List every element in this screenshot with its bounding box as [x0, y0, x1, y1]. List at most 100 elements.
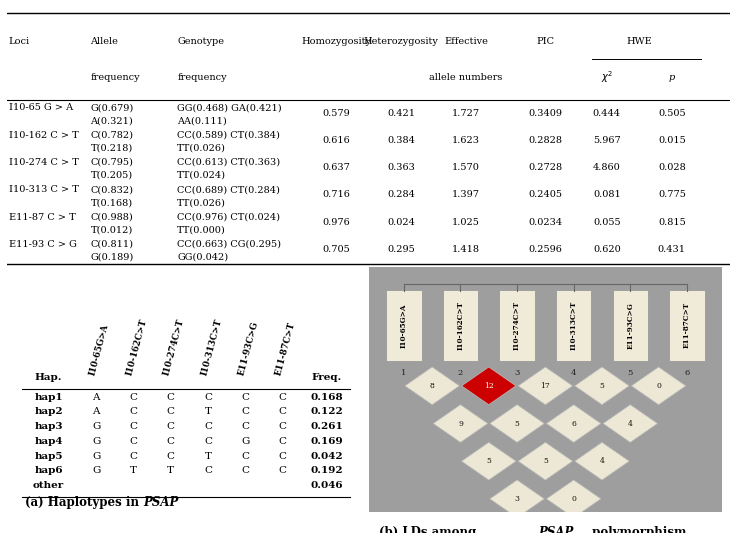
Text: hap3: hap3	[35, 422, 63, 431]
Text: Hap.: Hap.	[35, 373, 63, 382]
Text: 0.976: 0.976	[322, 218, 350, 227]
Text: 3: 3	[514, 495, 520, 503]
Text: 2: 2	[458, 369, 463, 377]
FancyBboxPatch shape	[500, 290, 535, 361]
Text: C(0.832): C(0.832)	[91, 185, 133, 194]
Text: 4: 4	[571, 369, 576, 377]
Text: A: A	[92, 393, 99, 402]
Text: 0.775: 0.775	[658, 190, 686, 199]
Text: CC(0.689) CT(0.284): CC(0.689) CT(0.284)	[177, 185, 280, 194]
Text: 0.122: 0.122	[310, 407, 343, 416]
Text: C: C	[167, 437, 175, 446]
FancyBboxPatch shape	[669, 290, 705, 361]
Text: I10-162 C > T: I10-162 C > T	[9, 131, 79, 140]
Text: allele numbers: allele numbers	[430, 72, 503, 82]
Text: 0.444: 0.444	[593, 109, 621, 118]
Text: 0.579: 0.579	[322, 109, 350, 118]
Text: TT(0.026): TT(0.026)	[177, 198, 226, 207]
Text: C: C	[241, 407, 249, 416]
Text: frequency: frequency	[91, 72, 140, 82]
Text: I10-313C>T: I10-313C>T	[199, 318, 223, 377]
Text: G(0.679): G(0.679)	[91, 103, 133, 112]
Text: 0.2596: 0.2596	[528, 245, 562, 254]
Text: 8: 8	[430, 382, 435, 390]
Text: G(0.189): G(0.189)	[91, 253, 133, 262]
Text: TT(0.026): TT(0.026)	[177, 144, 226, 153]
Text: G: G	[241, 437, 249, 446]
Text: 0.046: 0.046	[310, 481, 343, 490]
Text: C: C	[130, 437, 137, 446]
Text: (b) LDs among: (b) LDs among	[379, 527, 481, 533]
Text: 4.860: 4.860	[593, 163, 621, 172]
Text: 0.705: 0.705	[322, 245, 350, 254]
Text: TT(0.024): TT(0.024)	[177, 171, 226, 180]
Text: 0.616: 0.616	[322, 136, 350, 145]
Text: HWE: HWE	[626, 37, 652, 46]
Text: C: C	[167, 407, 175, 416]
Text: I10-65 G > A: I10-65 G > A	[9, 103, 73, 112]
FancyBboxPatch shape	[556, 290, 591, 361]
Text: 17: 17	[540, 382, 551, 390]
Text: frequency: frequency	[177, 72, 227, 82]
Text: C: C	[204, 466, 212, 475]
Text: G: G	[92, 422, 100, 431]
Text: 0.028: 0.028	[658, 163, 685, 172]
Text: 5: 5	[486, 457, 492, 465]
Text: 0.261: 0.261	[310, 422, 343, 431]
Text: 1.727: 1.727	[452, 109, 480, 118]
Text: C: C	[130, 422, 137, 431]
Text: 0.815: 0.815	[658, 218, 685, 227]
Text: 0.384: 0.384	[387, 136, 415, 145]
Text: hap2: hap2	[35, 407, 63, 416]
Text: hap5: hap5	[35, 451, 63, 461]
Text: 0.169: 0.169	[310, 437, 343, 446]
FancyBboxPatch shape	[443, 290, 478, 361]
Text: 5.967: 5.967	[593, 136, 621, 145]
Text: CC(0.613) CT(0.363): CC(0.613) CT(0.363)	[177, 158, 280, 167]
Text: 0.637: 0.637	[322, 163, 350, 172]
Text: E11-87C>T: E11-87C>T	[683, 302, 691, 349]
Text: CC(0.589) CT(0.384): CC(0.589) CT(0.384)	[177, 131, 280, 140]
Text: C: C	[130, 407, 137, 416]
Text: CC(0.663) CG(0.295): CC(0.663) CG(0.295)	[177, 240, 281, 249]
Text: 6: 6	[684, 369, 690, 377]
Text: Homozygosity: Homozygosity	[301, 37, 371, 46]
Text: I10-162C>T: I10-162C>T	[125, 318, 149, 377]
Text: E11-87 C > T: E11-87 C > T	[9, 213, 76, 222]
Text: E11-93C>G: E11-93C>G	[626, 302, 635, 349]
Polygon shape	[518, 442, 573, 480]
Text: 0.2828: 0.2828	[528, 136, 562, 145]
Text: 0: 0	[571, 495, 576, 503]
Polygon shape	[518, 367, 573, 405]
Text: C: C	[167, 422, 175, 431]
Text: 5: 5	[514, 419, 520, 427]
Text: GG(0.468) GA(0.421): GG(0.468) GA(0.421)	[177, 103, 282, 112]
Polygon shape	[405, 367, 459, 405]
Text: T: T	[167, 466, 174, 475]
Text: G: G	[92, 437, 100, 446]
Text: 0.431: 0.431	[658, 245, 686, 254]
Text: PSAP: PSAP	[144, 496, 179, 509]
Text: 5: 5	[628, 369, 633, 377]
Polygon shape	[547, 480, 601, 518]
Text: 0.015: 0.015	[658, 136, 685, 145]
Text: 0.421: 0.421	[387, 109, 415, 118]
Text: 0.295: 0.295	[387, 245, 415, 254]
Polygon shape	[490, 480, 544, 518]
Text: E11-93 C > G: E11-93 C > G	[9, 240, 77, 249]
Text: E11-93C>G: E11-93C>G	[237, 320, 259, 377]
Text: 1.570: 1.570	[452, 163, 480, 172]
Text: T: T	[204, 451, 212, 461]
Text: T: T	[130, 466, 137, 475]
Polygon shape	[575, 367, 629, 405]
Text: 4: 4	[599, 457, 604, 465]
Text: C: C	[167, 393, 175, 402]
Text: p: p	[668, 72, 675, 82]
Text: Genotype: Genotype	[177, 37, 224, 46]
Text: 0.081: 0.081	[593, 190, 621, 199]
Polygon shape	[490, 405, 544, 442]
FancyBboxPatch shape	[612, 290, 648, 361]
Text: C(0.811): C(0.811)	[91, 240, 133, 249]
Text: 5: 5	[543, 457, 548, 465]
Text: Allele: Allele	[91, 37, 119, 46]
